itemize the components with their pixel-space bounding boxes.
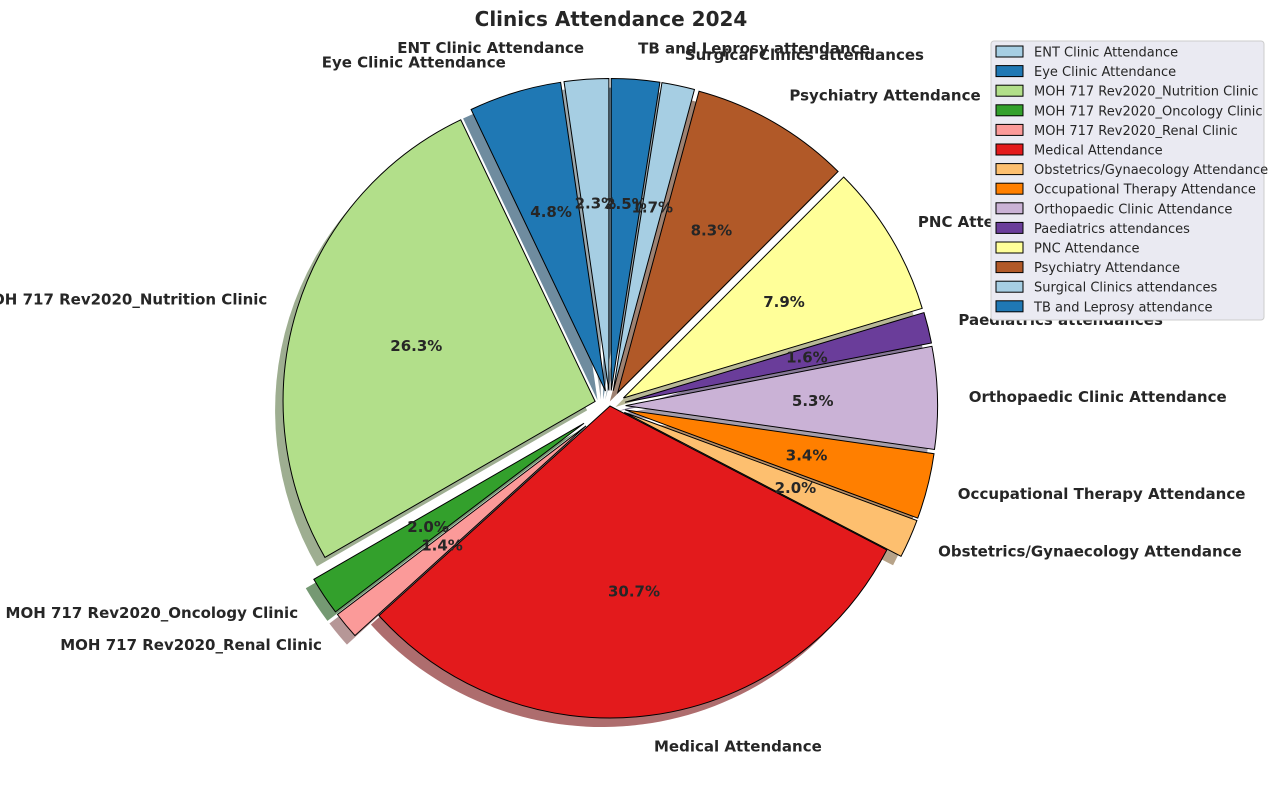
pie-slice-moh-717-rev2020-nutrition-clinic (282, 119, 596, 559)
legend-label-pnc-attendance: PNC Attendance (1034, 242, 1139, 257)
legend-swatch-surgical-clinics-attendances (995, 280, 1024, 293)
legend-label-moh-717-rev2020-renal-clinic: MOH 717 Rev2020_Renal Clinic (1034, 124, 1238, 139)
legend-label-obstetrics-gynaecology-attendance: Obstetrics/Gynaecology Attendance (1034, 163, 1268, 178)
legend-swatch-pnc-attendance (995, 241, 1024, 254)
percent-labels: 2.3%4.8%26.3%2.0%1.4%30.7%2.0%3.4%5.3%1.… (390, 195, 833, 601)
slice-label-eye-clinic-attendance: Eye Clinic Attendance (322, 54, 506, 72)
percent-label-pnc-attendance: 7.9% (763, 293, 805, 311)
pie-slice-ent-clinic-attendance (563, 77, 610, 391)
slice-label-medical-attendance: Medical Attendance (654, 737, 822, 755)
slice-label-psychiatry-attendance: Psychiatry Attendance (789, 86, 980, 104)
percent-label-moh-717-rev2020-renal-clinic: 1.4% (421, 537, 463, 555)
legend: ENT Clinic Attendance Eye Clinic Attendan… (990, 40, 1268, 321)
legend-label-surgical-clinics-attendances: Surgical Clinics attendances (1034, 281, 1218, 296)
legend-label-moh-717-rev2020-oncology-clinic: MOH 717 Rev2020_Oncology Clinic (1034, 104, 1263, 119)
legend-label-eye-clinic-attendance: Eye Clinic Attendance (1034, 65, 1176, 80)
chart-title: Clinics Attendance 2024 (475, 7, 748, 31)
pie-slice-orthopaedic-clinic-attendance (625, 345, 939, 451)
legend-swatch-ent-clinic-attendance (995, 45, 1024, 58)
pie-slice-occupational-therapy-attendance (624, 409, 935, 519)
percent-label-paediatrics-attendances: 1.6% (786, 349, 828, 367)
slice-label-moh-717-rev2020-oncology-clinic: MOH 717 Rev2020_Oncology Clinic (6, 604, 299, 622)
legend-swatch-moh-717-rev2020-nutrition-clinic (995, 84, 1024, 97)
pie-slice-surgical-clinics-attendances (612, 81, 696, 391)
percent-label-eye-clinic-attendance: 4.8% (530, 203, 572, 221)
legend-label-moh-717-rev2020-nutrition-clinic: MOH 717 Rev2020_Nutrition Clinic (1034, 85, 1258, 100)
slice-label-surgical-clinics-attendances: Surgical Clinics attendances (685, 46, 924, 64)
percent-label-medical-attendance: 30.7% (608, 583, 660, 601)
legend-frame (990, 40, 1265, 321)
pie-slice-moh-717-rev2020-oncology-clinic (313, 422, 585, 613)
pie-slice-tb-and-leprosy-attendance (610, 77, 661, 391)
pie-slice-pnc-attendance (623, 176, 923, 399)
percent-label-surgical-clinics-attendances: 1.7% (631, 199, 673, 217)
percent-label-occupational-therapy-attendance: 3.4% (786, 447, 828, 465)
pie-slice-eye-clinic-attendance (470, 81, 606, 392)
legend-swatch-medical-attendance (995, 143, 1024, 156)
legend-swatch-moh-717-rev2020-oncology-clinic (995, 104, 1024, 117)
percent-label-ent-clinic-attendance: 2.3% (575, 195, 617, 213)
legend-swatch-orthopaedic-clinic-attendance (995, 202, 1024, 215)
legend-swatch-paediatrics-attendances (995, 221, 1024, 234)
slice-shadow-eye-clinic-attendance (463, 91, 598, 401)
legend-label-ent-clinic-attendance: ENT Clinic Attendance (1034, 46, 1178, 61)
percent-label-orthopaedic-clinic-attendance: 5.3% (792, 392, 834, 410)
slice-label-moh-717-rev2020-nutrition-clinic: MOH 717 Rev2020_Nutrition Clinic (0, 291, 267, 309)
slice-label-moh-717-rev2020-renal-clinic: MOH 717 Rev2020_Renal Clinic (60, 636, 322, 654)
percent-label-obstetrics-gynaecology-attendance: 2.0% (775, 479, 817, 497)
percent-label-psychiatry-attendance: 8.3% (691, 221, 733, 239)
pie-slices (282, 77, 939, 719)
pie-slice-moh-717-rev2020-renal-clinic (336, 425, 587, 637)
legend-label-orthopaedic-clinic-attendance: Orthopaedic Clinic Attendance (1034, 202, 1232, 217)
slice-label-occupational-therapy-attendance: Occupational Therapy Attendance (958, 485, 1246, 503)
slice-label-orthopaedic-clinic-attendance: Orthopaedic Clinic Attendance (969, 388, 1227, 406)
percent-label-tb-and-leprosy-attendance: 2.5% (605, 195, 647, 213)
legend-label-medical-attendance: Medical Attendance (1034, 144, 1163, 159)
slice-label-tb-and-leprosy-attendance: TB and Leprosy attendance (638, 39, 870, 57)
slice-shadow-dark-eye-clinic-attendance (463, 91, 598, 401)
pie-slice-medical-attendance (378, 405, 888, 719)
slice-label-ent-clinic-attendance: ENT Clinic Attendance (397, 39, 584, 57)
percent-label-moh-717-rev2020-oncology-clinic: 2.0% (407, 518, 449, 536)
pie-slice-psychiatry-attendance (616, 90, 839, 395)
legend-swatch-psychiatry-attendance (995, 261, 1024, 274)
legend-swatch-occupational-therapy-attendance (995, 182, 1024, 195)
percent-label-moh-717-rev2020-nutrition-clinic: 26.3% (390, 337, 442, 355)
legend-swatch-tb-and-leprosy-attendance (995, 300, 1024, 313)
legend-label-tb-and-leprosy-attendance: TB and Leprosy attendance (1033, 300, 1212, 315)
legend-label-psychiatry-attendance: Psychiatry Attendance (1034, 261, 1180, 276)
legend-label-occupational-therapy-attendance: Occupational Therapy Attendance (1034, 183, 1256, 198)
pie-slice-obstetrics-gynaecology-attendance (624, 411, 918, 557)
legend-swatch-obstetrics-gynaecology-attendance (995, 163, 1024, 176)
legend-label-paediatrics-attendances: Paediatrics attendances (1034, 222, 1190, 237)
pie-slice-paediatrics-attendances (625, 311, 933, 403)
slice-label-obstetrics-gynaecology-attendance: Obstetrics/Gynaecology Attendance (938, 542, 1242, 560)
legend-swatch-eye-clinic-attendance (995, 65, 1024, 78)
legend-swatch-moh-717-rev2020-renal-clinic (995, 123, 1024, 136)
